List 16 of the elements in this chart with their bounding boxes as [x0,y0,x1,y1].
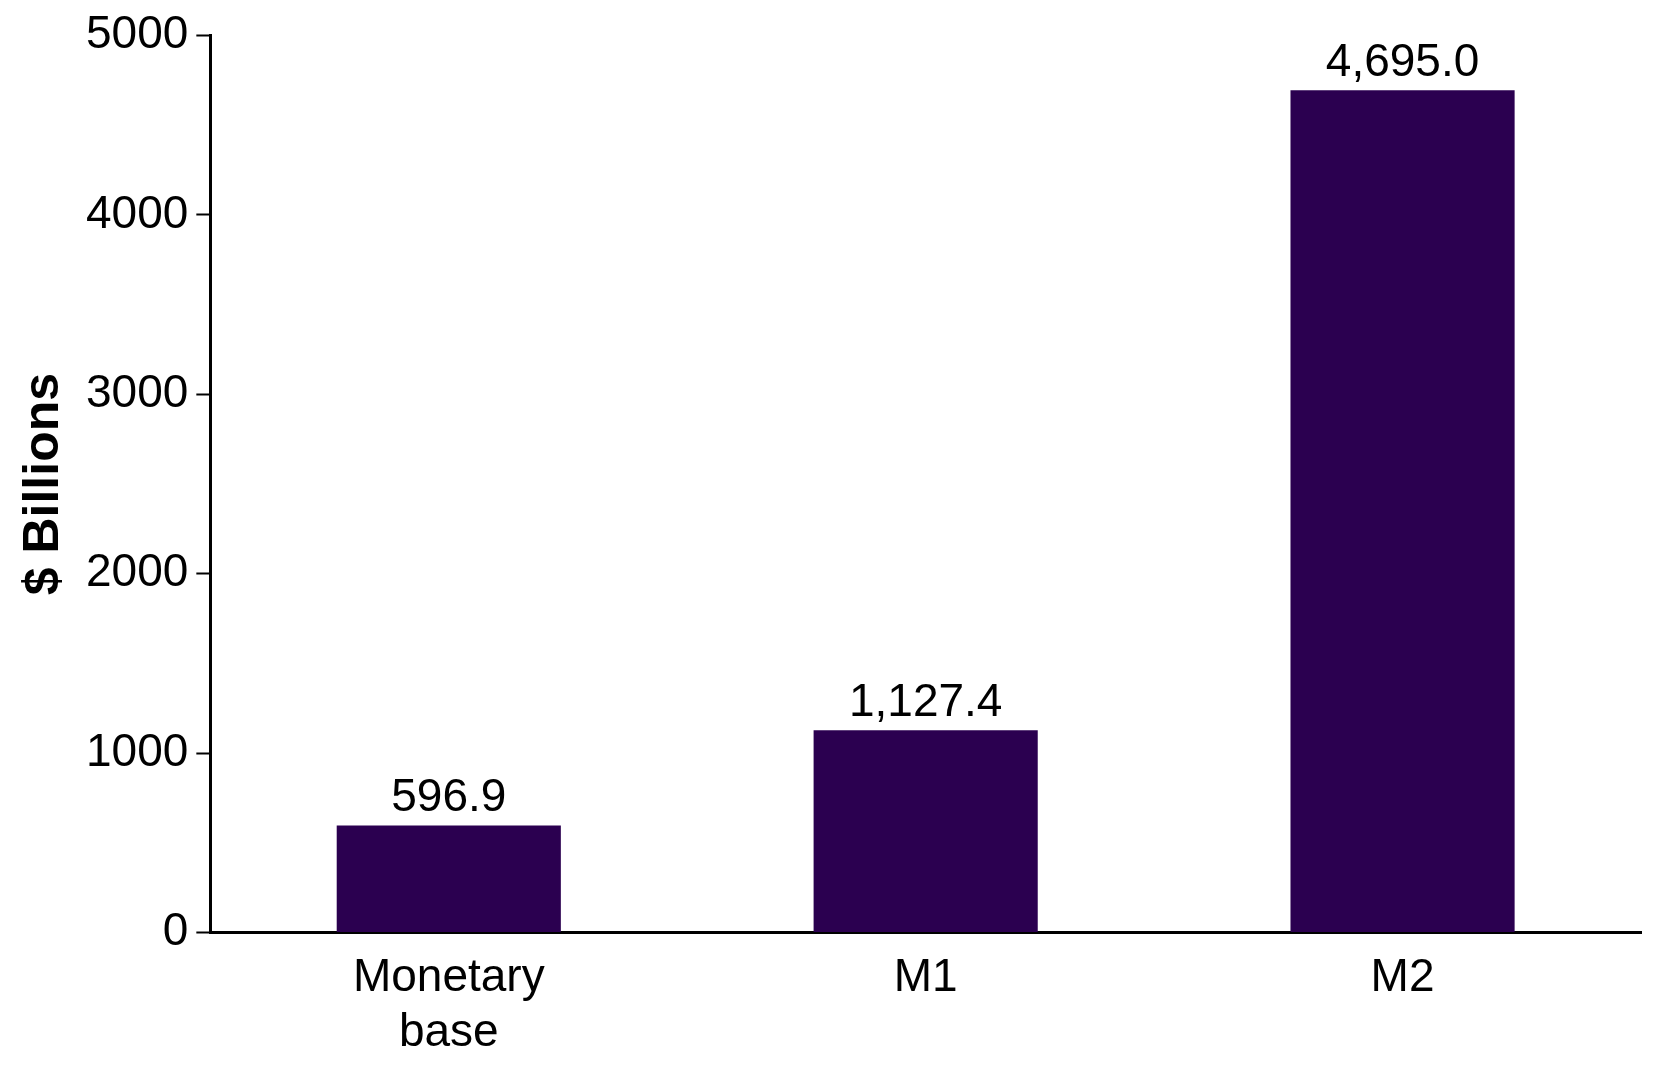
y-axis-title: $ Billions [12,372,69,596]
y-tick-label: 5000 [85,6,189,59]
bar [1290,90,1515,933]
data-label: 1,127.4 [848,674,1003,727]
x-tick-label: Monetary base [352,948,545,1057]
y-tick-label: 0 [162,903,189,956]
y-tick-label: 4000 [85,185,189,238]
bar [336,825,561,933]
bar [813,730,1038,933]
x-tick-label: M2 [1370,948,1435,1001]
x-tick-label: M1 [893,948,958,1001]
y-tick-label: 3000 [85,365,189,418]
y-tick-label: 2000 [85,544,189,597]
data-label: 4,695.0 [1325,34,1480,86]
y-tick-label: 1000 [85,723,189,776]
data-label: 596.9 [391,769,507,822]
